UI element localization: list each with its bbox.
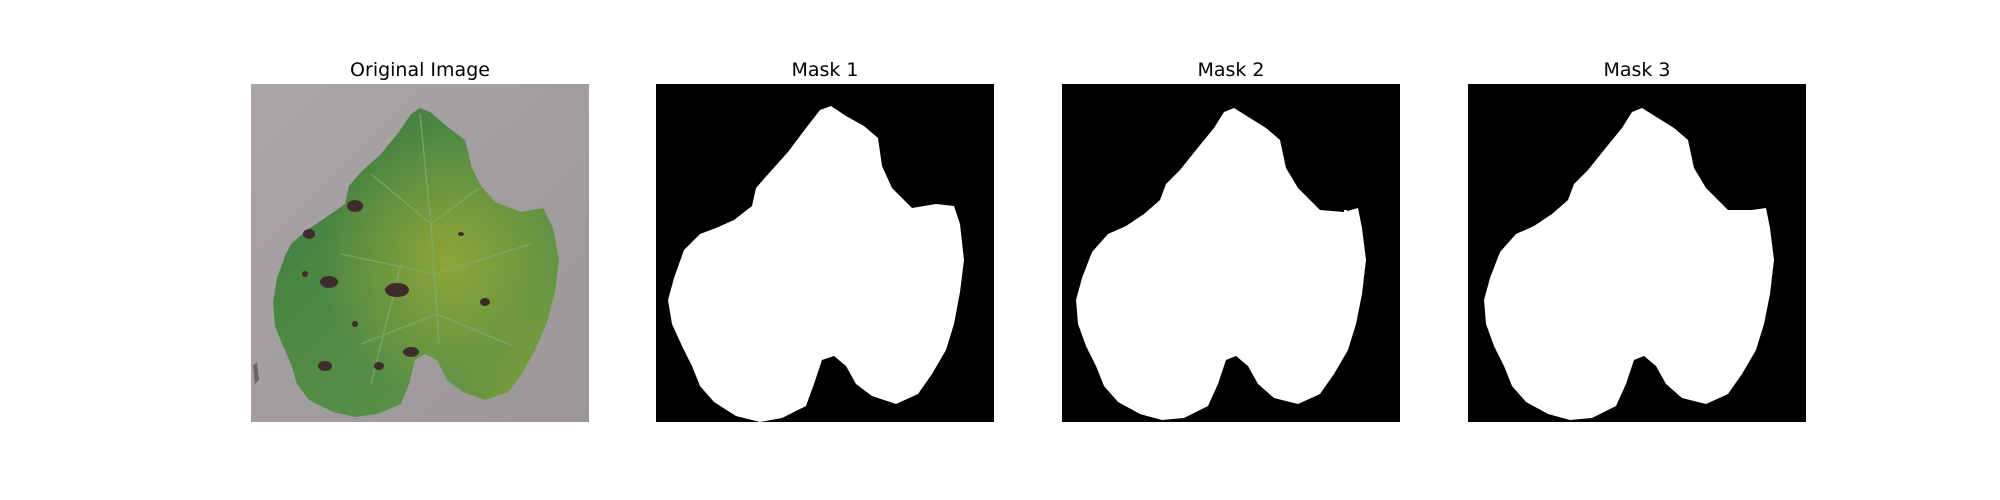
panel-mask-1: Mask 1	[656, 0, 994, 500]
panel-title: Mask 3	[1603, 59, 1671, 81]
panel-title: Mask 1	[791, 59, 859, 81]
mask-2-speck	[1332, 214, 1336, 217]
mask-2-speck	[1344, 210, 1347, 213]
mask-3-image	[1468, 84, 1806, 422]
mask-2-image	[1062, 84, 1400, 422]
mask-1-foreground	[668, 106, 964, 422]
original-leaf-photo	[251, 84, 589, 422]
panel-mask-2: Mask 2	[1062, 0, 1400, 500]
panel-original-image: Original Image	[251, 0, 589, 500]
mask-3-foreground	[1484, 108, 1774, 420]
mask-2-foreground	[1076, 108, 1366, 420]
background-shadow	[253, 362, 259, 384]
panel-mask-3: Mask 3	[1468, 0, 1806, 500]
panel-title: Original Image	[350, 59, 490, 81]
leaf-spots	[302, 200, 490, 371]
panel-title: Mask 2	[1197, 59, 1265, 81]
mask-1-image	[656, 84, 994, 422]
leaf-shape	[273, 108, 559, 417]
